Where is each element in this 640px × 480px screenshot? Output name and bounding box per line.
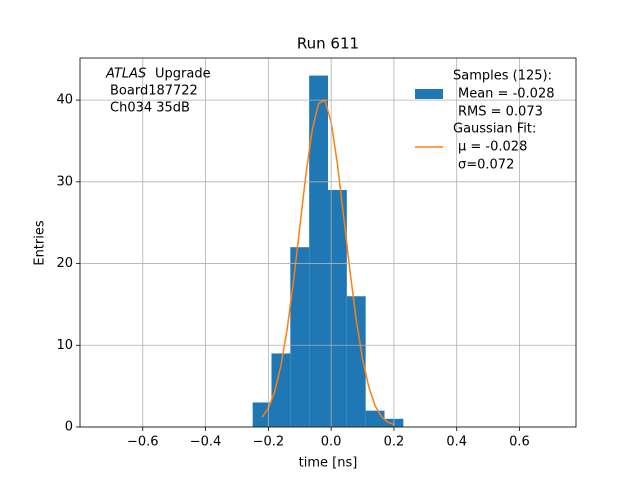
histogram-bar bbox=[290, 247, 310, 427]
x-axis-label: time [ns] bbox=[299, 456, 358, 471]
chart-title: Run 611 bbox=[297, 35, 359, 53]
legend-label: σ=0.072 bbox=[458, 158, 514, 173]
legend-label: Gaussian Fit: bbox=[453, 122, 536, 137]
axes-frame bbox=[79, 57, 577, 428]
annotation-line: Ch034 35dB bbox=[110, 101, 190, 116]
x-tick-label: 0.4 bbox=[446, 435, 467, 450]
x-tick-label: −0.2 bbox=[253, 435, 285, 450]
histogram-bar bbox=[365, 410, 385, 427]
legend-swatch bbox=[415, 89, 443, 99]
annotation-line: Upgrade bbox=[155, 67, 211, 82]
x-tick-label: 0.0 bbox=[321, 435, 342, 450]
y-axis-label: Entries bbox=[33, 220, 48, 266]
annotation-emphasis: ATLAS bbox=[105, 67, 146, 82]
legend-label: RMS = 0.073 bbox=[458, 105, 543, 120]
histogram-bar bbox=[346, 296, 366, 427]
x-tick-label: 0.2 bbox=[384, 435, 405, 450]
plot-area bbox=[252, 75, 404, 428]
y-tick-label: 30 bbox=[56, 174, 73, 189]
legend-label: μ = -0.028 bbox=[458, 140, 527, 155]
x-tick-label: −0.6 bbox=[127, 435, 159, 450]
histogram-bar bbox=[309, 75, 328, 428]
x-tick-label: −0.4 bbox=[190, 435, 222, 450]
histogram-bar bbox=[271, 353, 291, 427]
y-tick-label: 10 bbox=[56, 338, 73, 353]
annotation-line: Board187722 bbox=[110, 84, 198, 99]
legend-label: Mean = -0.028 bbox=[458, 87, 554, 102]
y-tick-label: 20 bbox=[56, 256, 73, 271]
y-tick-label: 40 bbox=[56, 93, 73, 108]
histogram-bar bbox=[252, 402, 272, 427]
histogram-bar bbox=[328, 189, 347, 427]
x-tick-label: 0.6 bbox=[509, 435, 530, 450]
y-tick-label: 0 bbox=[65, 420, 73, 435]
fit-line bbox=[261, 98, 395, 426]
legend-label: Samples (125): bbox=[453, 69, 552, 84]
